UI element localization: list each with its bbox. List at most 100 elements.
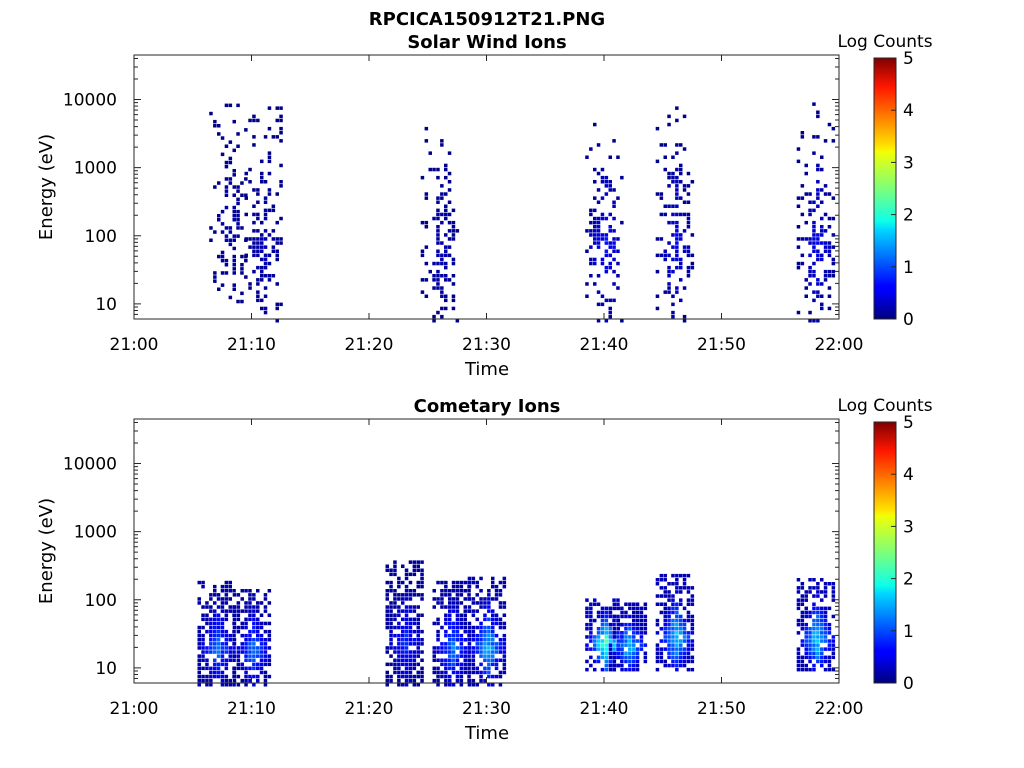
heatmap-pixel	[236, 617, 241, 622]
heatmap-pixel	[616, 237, 620, 241]
heatmap-pixel	[487, 625, 491, 630]
heatmap-pixel	[690, 627, 695, 631]
heatmap-pixel	[812, 249, 816, 253]
heatmap-pixel	[479, 601, 483, 605]
heatmap-pixel	[436, 286, 440, 290]
heatmap-pixel	[679, 143, 683, 147]
heatmap-pixel	[596, 216, 601, 221]
heatmap-pixel	[628, 663, 632, 668]
heatmap-pixel	[667, 614, 671, 619]
heatmap-pixel	[600, 216, 605, 221]
heatmap-pixel	[244, 237, 248, 241]
heatmap-pixel	[604, 192, 609, 196]
heatmap-pixel	[679, 278, 683, 282]
heatmap-pixel	[796, 663, 801, 668]
heatmap-pixel	[385, 593, 389, 597]
heatmap-pixel	[690, 602, 695, 606]
heatmap-pixel	[628, 627, 632, 631]
heatmap-pixel	[448, 658, 452, 662]
heatmap-pixel	[498, 650, 503, 654]
heatmap-pixel	[596, 655, 601, 660]
heatmap-pixel	[240, 666, 244, 671]
heatmap-pixel	[479, 678, 483, 683]
heatmap-pixel	[823, 610, 828, 615]
heatmap-pixel	[812, 200, 816, 204]
heatmap-pixel	[436, 175, 440, 180]
heatmap-pixel	[412, 593, 417, 597]
heatmap-pixel	[475, 666, 479, 671]
heatmap-pixel	[220, 250, 225, 255]
heatmap-pixel	[682, 249, 687, 253]
heatmap-pixel	[232, 214, 236, 218]
heatmap-pixel	[804, 647, 808, 651]
heatmap-pixel	[808, 212, 812, 217]
heatmap-pixel	[612, 651, 617, 655]
heatmap-pixel	[236, 209, 240, 214]
heatmap-pixel	[220, 597, 225, 601]
heatmap-pixel	[467, 638, 472, 642]
heatmap-pixel	[412, 564, 417, 568]
heatmap-pixel	[686, 651, 691, 655]
heatmap-pixel	[412, 678, 417, 683]
heatmap-pixel	[201, 580, 205, 585]
heatmap-pixel	[224, 160, 229, 165]
heatmap-pixel	[604, 614, 609, 619]
heatmap-pixel	[612, 598, 616, 602]
heatmap-pixel	[260, 241, 264, 245]
heatmap-pixel	[213, 617, 217, 622]
heatmap-pixel	[432, 261, 436, 266]
heatmap-pixel	[444, 633, 448, 638]
heatmap-pixel	[796, 578, 801, 582]
heatmap-pixel	[401, 654, 405, 658]
heatmap-pixel	[420, 658, 424, 662]
heatmap-pixel	[816, 622, 820, 627]
heatmap-pixel	[444, 167, 448, 172]
heatmap-pixel	[812, 602, 816, 606]
heatmap-pixel	[444, 216, 448, 221]
heatmap-pixel	[624, 659, 628, 664]
heatmap-pixel	[447, 278, 452, 282]
heatmap-pixel	[679, 663, 683, 668]
x-tick-label: 21:50	[697, 335, 746, 355]
heatmap-pixel	[589, 245, 593, 249]
colorbar-tick-label: 0	[903, 674, 914, 694]
heatmap-pixel	[616, 196, 620, 200]
heatmap-pixel	[812, 651, 816, 655]
heatmap-pixel	[224, 638, 229, 642]
heatmap-pixel	[624, 639, 628, 643]
heatmap-pixel	[279, 114, 283, 119]
heatmap-pixel	[248, 237, 252, 241]
heatmap-pixel	[483, 629, 487, 634]
heatmap-pixel	[796, 586, 801, 590]
heatmap-pixel	[686, 667, 691, 672]
heatmap-pixel	[679, 659, 683, 664]
heatmap-pixel	[608, 643, 613, 647]
heatmap-pixel	[248, 605, 252, 609]
heatmap-pixel	[675, 573, 679, 578]
heatmap-pixel	[455, 597, 460, 601]
heatmap-pixel	[808, 274, 812, 278]
heatmap-pixel	[248, 666, 252, 671]
heatmap-pixel	[404, 646, 409, 650]
heatmap-pixel	[213, 633, 217, 638]
heatmap-pixel	[498, 638, 503, 642]
heatmap-pixel	[659, 651, 664, 655]
heatmap-pixel	[487, 589, 491, 593]
heatmap-pixel	[259, 666, 264, 671]
heatmap-pixel	[448, 674, 452, 679]
heatmap-pixel	[682, 212, 687, 217]
heatmap-pixel	[800, 196, 805, 200]
heatmap-pixel	[436, 678, 440, 683]
heatmap-pixel	[585, 622, 589, 627]
heatmap-pixel	[220, 633, 225, 638]
heatmap-pixel	[604, 298, 609, 303]
heatmap-pixel	[385, 621, 389, 626]
heatmap-pixel	[796, 159, 801, 164]
heatmap-pixel	[612, 643, 616, 647]
heatmap-pixel	[667, 635, 671, 639]
heatmap-pixel	[643, 622, 648, 627]
heatmap-pixel	[197, 580, 201, 585]
heatmap-pixel	[686, 245, 691, 249]
heatmap-pixel	[432, 605, 436, 609]
heatmap-pixel	[404, 638, 409, 642]
